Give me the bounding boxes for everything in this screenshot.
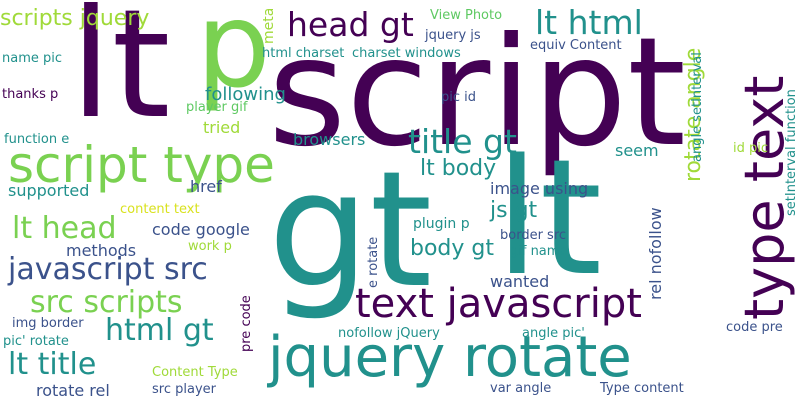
word-name-pic: name pic (2, 52, 62, 65)
word-jquery-js: jquery js (425, 29, 481, 42)
word-lt-head: lt head (12, 214, 117, 244)
word-rotate-rel: rotate rel (36, 383, 110, 399)
word-work-p: work p (188, 240, 232, 253)
word-pic-rotate: pic' rotate (3, 335, 69, 348)
word-content-type: Content Type (152, 366, 238, 379)
word-img-border: img border (12, 317, 84, 330)
word-gif-name: gif name (510, 245, 567, 258)
word-pic-id: pic id (441, 91, 476, 104)
word-function-e: function e (4, 133, 69, 146)
word-tried: tried (203, 120, 240, 136)
word-charset-windows: charset windows (352, 47, 461, 60)
word-src-player: src player (152, 383, 216, 396)
word-html-gt: html gt (105, 316, 214, 346)
word-angle-setinterval: angle setInterval (691, 52, 704, 162)
word-rel-nofollow: rel nofollow (648, 207, 664, 300)
word-js-gt: js gt (490, 200, 537, 222)
word-plugin-p: plugin p (413, 217, 470, 231)
word-type-content: Type content (600, 382, 684, 395)
word-seem: seem (615, 143, 659, 159)
word-lt-title: lt title (8, 350, 96, 380)
word-body-gt: body gt (410, 238, 494, 260)
word-lt-body: lt body (420, 158, 496, 180)
word-setinterval-function: setInterval function (785, 89, 798, 216)
word-pre-code: pre code (240, 295, 253, 352)
word-e-rotate: e rotate (367, 237, 380, 288)
word-meta: meta (262, 8, 276, 44)
word-supported: supported (8, 183, 89, 199)
word-thanks-p: thanks p (2, 88, 58, 101)
word-player-gif: player gif (186, 101, 247, 114)
word-methods: methods (66, 243, 136, 259)
word-content-text: content text (120, 203, 200, 216)
word-angle-pic: angle pic' (522, 327, 585, 340)
word-var-angle: var angle (490, 382, 551, 395)
word-scripts-jquery: scripts jquery (0, 8, 149, 30)
word-href: href (190, 179, 222, 195)
word-border-src: border src (500, 229, 566, 242)
word-nofollow-jquery: nofollow jQuery (338, 327, 440, 340)
word-code-google: code google (152, 222, 250, 238)
word-image-using: image using (490, 181, 588, 197)
word-view-photo: View Photo (430, 9, 502, 22)
word-browsers: browsers (293, 132, 365, 148)
word-lt-html: lt html (535, 6, 643, 39)
word-html-charset: html charset (262, 47, 344, 60)
word-code-pre: code pre (726, 321, 783, 334)
word-title-gt: title gt (408, 125, 517, 158)
word-id-pic: id pic (733, 142, 768, 155)
word-head-gt: head gt (287, 8, 414, 41)
word-wanted: wanted (490, 274, 549, 290)
word-equiv-content: equiv Content (530, 39, 622, 52)
